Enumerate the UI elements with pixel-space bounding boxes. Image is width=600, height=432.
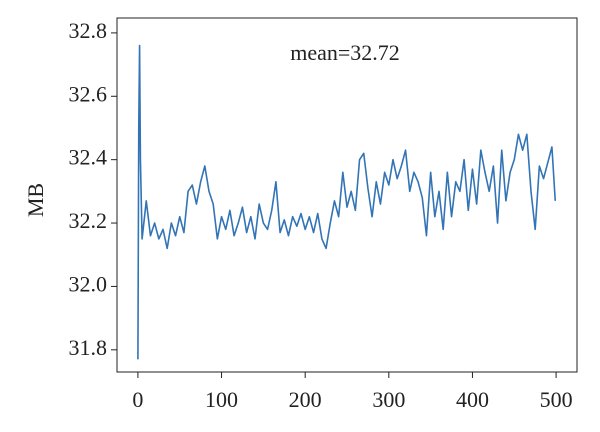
x-tick-label: 300 bbox=[372, 387, 405, 412]
y-tick-label: 32.2 bbox=[69, 208, 108, 233]
x-tick-label: 500 bbox=[540, 387, 573, 412]
plot-frame bbox=[116, 17, 578, 373]
y-axis-label: MB bbox=[23, 183, 48, 217]
y-tick-label: 32.0 bbox=[69, 271, 108, 296]
y-tick-label: 32.8 bbox=[69, 18, 108, 43]
y-tick-label: 31.8 bbox=[69, 335, 108, 360]
x-tick-label: 100 bbox=[205, 387, 238, 412]
x-tick-label: 200 bbox=[289, 387, 322, 412]
x-tick-label: 0 bbox=[132, 387, 143, 412]
annotation: mean=32.72 bbox=[290, 40, 400, 65]
y-tick-label: 32.6 bbox=[69, 81, 108, 106]
data-line bbox=[137, 44, 557, 360]
x-tick-label: 400 bbox=[456, 387, 489, 412]
y-tick-label: 32.4 bbox=[69, 145, 108, 170]
